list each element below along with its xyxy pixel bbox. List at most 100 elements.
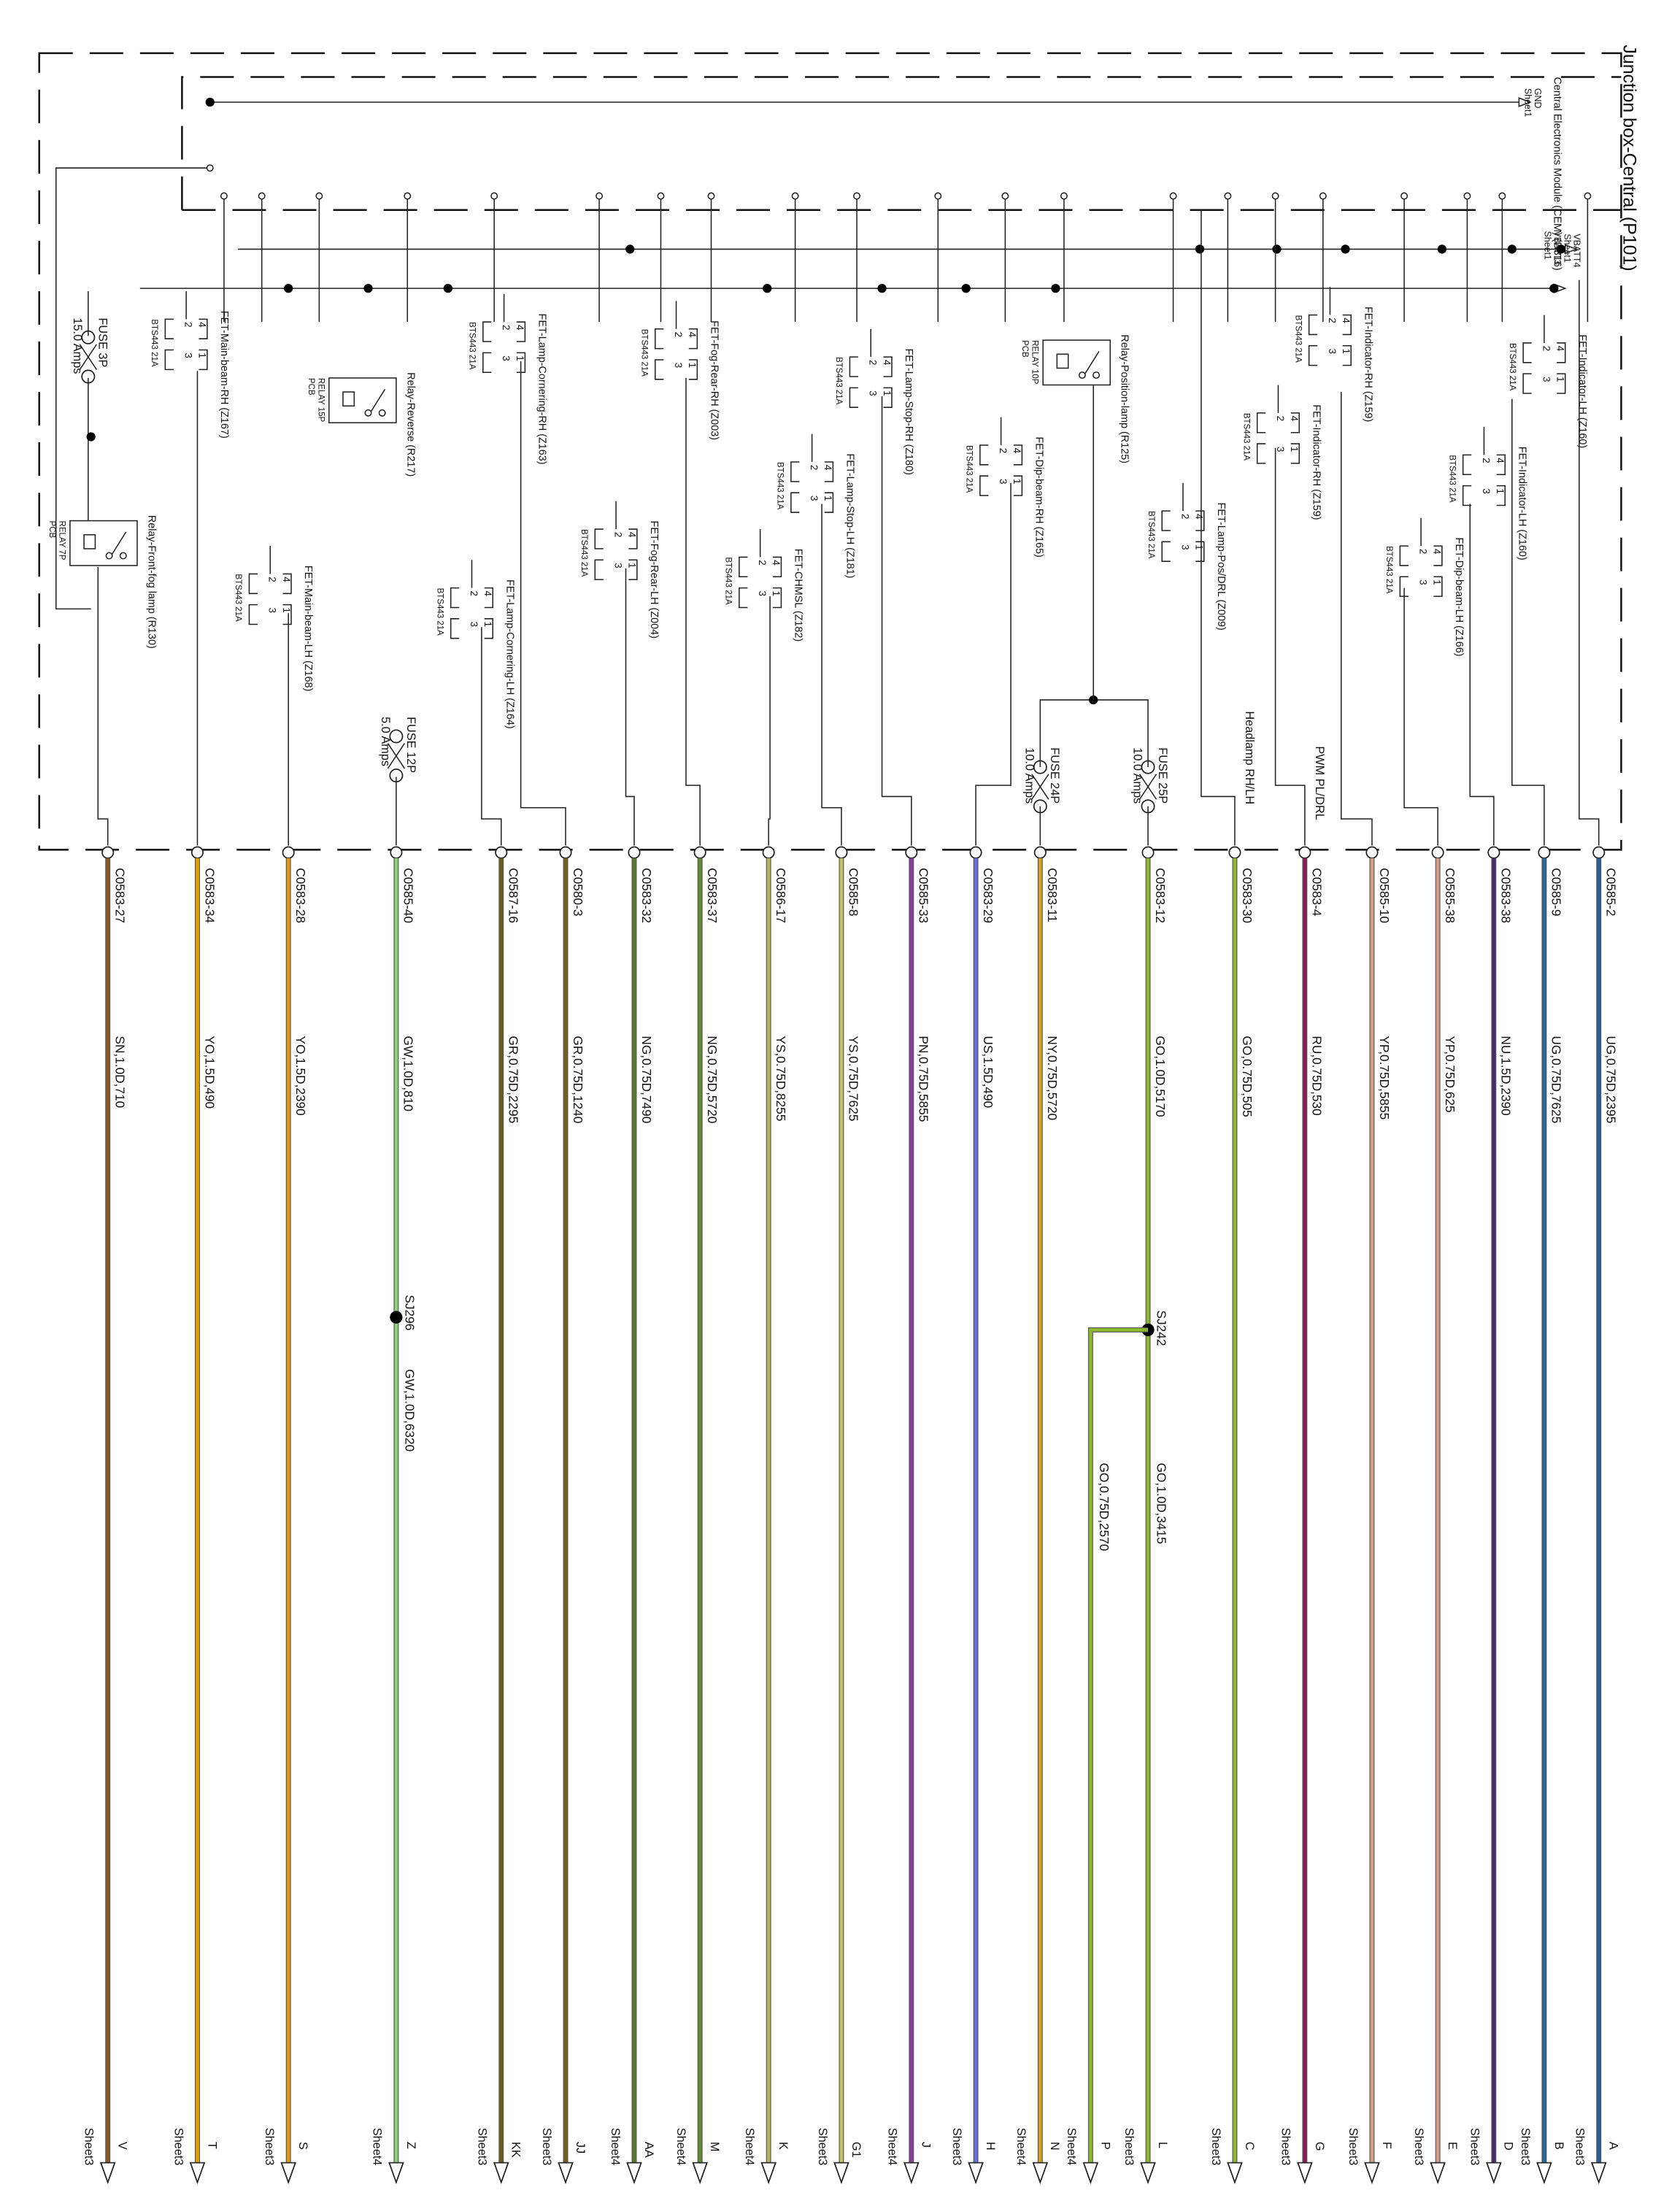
pin-number: 1 bbox=[1495, 488, 1506, 493]
wire-sheet: Sheet3 bbox=[1519, 2128, 1532, 2166]
conductor bbox=[1579, 280, 1600, 846]
fet-bracket bbox=[1290, 443, 1300, 464]
wire-dest: P bbox=[1098, 2142, 1111, 2150]
wire-sheet: Sheet3 bbox=[1209, 2128, 1222, 2166]
relay-part: RELAY 10P bbox=[1030, 340, 1039, 385]
fet-part: BTS443 21A bbox=[1147, 511, 1155, 559]
fet-label: FET-Dip-beam-RH (Z165) bbox=[1033, 436, 1045, 557]
connector bbox=[905, 846, 918, 859]
junction-dot bbox=[1051, 284, 1060, 293]
terminal bbox=[1498, 192, 1506, 200]
fet-label: FET-Fog-Rear-RH (Z003) bbox=[709, 320, 720, 440]
pin-number: 1 bbox=[515, 355, 525, 361]
wire-code: NG,0.75D,7490 bbox=[639, 1036, 654, 1123]
wire-code: GR,0.75D,2295 bbox=[506, 1036, 521, 1123]
wire-code: UG,0.75D,2395 bbox=[1604, 1036, 1619, 1123]
wire-dest: C bbox=[1243, 2142, 1256, 2151]
connector-label: C0586-17 bbox=[774, 868, 788, 923]
junction-dot bbox=[205, 97, 215, 107]
wire-dest: S bbox=[296, 2142, 309, 2150]
pin-number: 1 bbox=[197, 352, 208, 358]
wire-arrow bbox=[1536, 2162, 1552, 2184]
fet-part: BTS443 21A bbox=[1447, 455, 1456, 503]
fet-bracket bbox=[1195, 541, 1205, 562]
fet-bracket bbox=[1013, 444, 1023, 466]
wire-dest: L bbox=[1156, 2142, 1169, 2148]
connector bbox=[1365, 846, 1379, 859]
terminal bbox=[404, 192, 412, 200]
wire-dest: G1 bbox=[849, 2142, 863, 2158]
junction-dot bbox=[363, 284, 373, 293]
connector bbox=[835, 846, 848, 859]
wire-arrow bbox=[1140, 2162, 1156, 2184]
relay-label: Relay-Reverse (R217) bbox=[404, 372, 416, 477]
fet-part: BTS443 21A bbox=[234, 574, 242, 622]
wire-code: PN,0.75D,5855 bbox=[917, 1036, 931, 1122]
pin-number: 3 bbox=[998, 479, 1009, 484]
wire-dest: KK bbox=[509, 2142, 523, 2158]
fet-part: BTS443 21A bbox=[964, 445, 973, 493]
pin-number: 2 bbox=[1179, 514, 1190, 519]
pin-number: 2 bbox=[1481, 458, 1492, 463]
terminal bbox=[315, 192, 323, 200]
wire-dest: T bbox=[205, 2142, 218, 2149]
fet-bracket bbox=[883, 387, 893, 408]
fet-part: BTS443 21A bbox=[834, 357, 843, 405]
junction-dot bbox=[1195, 244, 1205, 254]
fuse-name: FUSE 25P bbox=[1156, 747, 1169, 803]
fet-bracket bbox=[739, 556, 748, 578]
rail-arrow bbox=[1518, 97, 1532, 107]
fet-label: FET-Dip-beam-LH (Z166) bbox=[1453, 538, 1465, 657]
fet-bracket bbox=[1557, 342, 1566, 363]
fet-bracket bbox=[1433, 576, 1443, 597]
pin-number: 1 bbox=[687, 363, 698, 368]
junction-dot bbox=[1341, 244, 1350, 254]
pin-number: 1 bbox=[1554, 377, 1565, 382]
pin-number: 3 bbox=[809, 496, 820, 501]
fet-part: BTS443 21A bbox=[1508, 343, 1517, 391]
pin-number: 3 bbox=[757, 590, 768, 596]
fet-label: FET-Fog-Rear-LH (Z004) bbox=[648, 521, 660, 639]
conductor bbox=[685, 377, 701, 846]
connector-label: C0580-3 bbox=[571, 868, 585, 916]
terminal bbox=[934, 192, 942, 200]
splice-label: SJ242 bbox=[1155, 1310, 1169, 1346]
wire-arrow bbox=[1590, 2162, 1607, 2184]
wire-sheet: Sheet4 bbox=[886, 2128, 899, 2166]
wire-code: NY,0.75D,5720 bbox=[1045, 1036, 1060, 1120]
fet-bracket bbox=[482, 352, 492, 373]
wire-code: GO,1.0D,5170 bbox=[1153, 1036, 1168, 1117]
pin-number: 3 bbox=[469, 622, 479, 627]
connector bbox=[693, 846, 706, 859]
wire-arrow bbox=[903, 2162, 920, 2184]
terminal bbox=[1093, 371, 1101, 379]
pin-number: 1 bbox=[822, 496, 833, 501]
wire-arrow bbox=[692, 2162, 708, 2184]
wire-outline bbox=[1087, 1327, 1149, 2163]
pin-number: 2 bbox=[1417, 549, 1428, 554]
fet-part: BTS443 21A bbox=[579, 529, 588, 577]
connector bbox=[559, 846, 572, 859]
pin-number: 2 bbox=[1541, 346, 1552, 351]
fet-bracket bbox=[1522, 342, 1532, 363]
junction-dot bbox=[1556, 244, 1566, 254]
wire-sheet: Sheet3 bbox=[1573, 2128, 1587, 2166]
pin-number: 3 bbox=[183, 352, 194, 358]
fet-bracket bbox=[849, 356, 858, 377]
pin-number: 4 bbox=[882, 360, 893, 366]
connector-label: C0583-34 bbox=[202, 868, 217, 923]
wire-code: YP,0.75D,625 bbox=[1443, 1036, 1457, 1112]
junction-dot bbox=[1272, 244, 1282, 254]
fuse-rating: 10.0 Amps bbox=[1023, 747, 1036, 803]
wire-sheet: Sheet3 bbox=[1279, 2128, 1292, 2166]
junction-dot bbox=[1437, 244, 1447, 254]
terminal bbox=[105, 552, 113, 560]
fuse-name: FUSE 24P bbox=[1048, 747, 1061, 803]
relay-box bbox=[1042, 339, 1111, 386]
terminal bbox=[1319, 192, 1327, 200]
wire-code: GO,1.0D,3415 bbox=[1155, 1462, 1169, 1543]
fuse-link bbox=[79, 344, 98, 370]
pin-number: 1 bbox=[1194, 544, 1205, 550]
junction-dot bbox=[1549, 284, 1559, 293]
